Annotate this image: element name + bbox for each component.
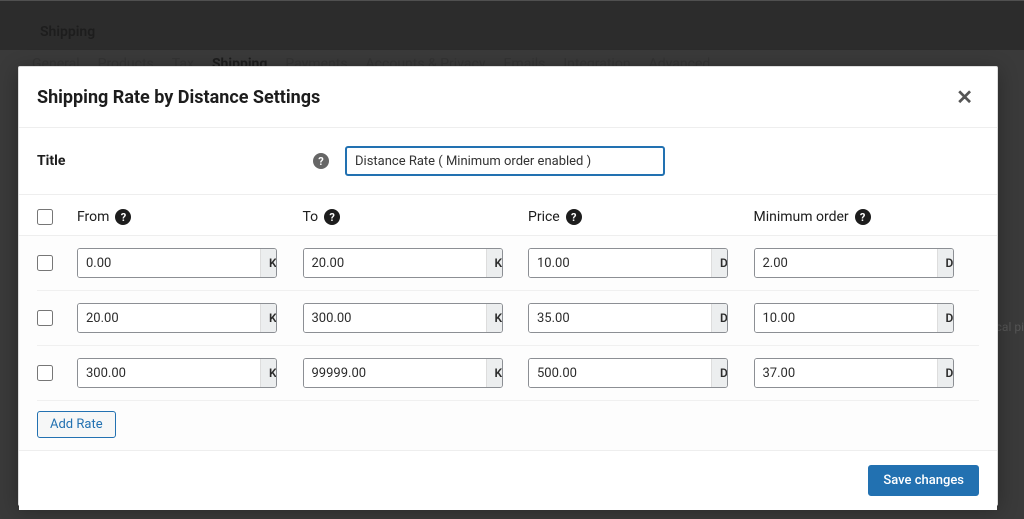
- unit-label: KM: [260, 359, 277, 387]
- unit-label: DKK: [711, 249, 728, 277]
- to-input[interactable]: KM: [303, 358, 503, 388]
- add-rate-button[interactable]: Add Rate: [37, 411, 116, 438]
- bg-cut-text: cal pi: [996, 320, 1024, 334]
- min-order-input[interactable]: DKK: [754, 303, 954, 333]
- row-checkbox[interactable]: [37, 255, 53, 271]
- table-row: KM KM DKK DKK: [37, 346, 979, 401]
- unit-label: KM: [486, 304, 503, 332]
- min-order-input[interactable]: DKK: [754, 358, 954, 388]
- unit-label: DKK: [937, 359, 954, 387]
- help-icon[interactable]: ?: [324, 209, 340, 225]
- table-row: KM KM DKK DKK: [37, 291, 979, 346]
- from-input[interactable]: KM: [77, 303, 277, 333]
- title-field-row: Title ?: [19, 128, 997, 195]
- col-price: Price?: [528, 209, 754, 225]
- to-input[interactable]: KM: [303, 248, 503, 278]
- col-to: To?: [303, 209, 529, 225]
- unit-label: KM: [260, 304, 277, 332]
- modal-header: Shipping Rate by Distance Settings ✕: [19, 67, 997, 128]
- unit-label: DKK: [937, 304, 954, 332]
- col-min-order: Minimum order?: [754, 209, 980, 225]
- price-input[interactable]: DKK: [528, 303, 728, 333]
- help-icon[interactable]: ?: [855, 209, 871, 225]
- row-checkbox[interactable]: [37, 310, 53, 326]
- from-input[interactable]: KM: [77, 358, 277, 388]
- unit-label: KM: [486, 359, 503, 387]
- select-all-checkbox[interactable]: [37, 209, 53, 225]
- price-input[interactable]: DKK: [528, 358, 728, 388]
- unit-label: KM: [260, 249, 277, 277]
- modal-title: Shipping Rate by Distance Settings: [37, 87, 320, 108]
- title-input[interactable]: [345, 146, 665, 176]
- row-checkbox[interactable]: [37, 365, 53, 381]
- unit-label: DKK: [711, 359, 728, 387]
- settings-modal: Shipping Rate by Distance Settings ✕ Tit…: [18, 66, 998, 506]
- min-order-input[interactable]: DKK: [754, 248, 954, 278]
- table-row: KM KM DKK DKK: [37, 236, 979, 291]
- unit-label: DKK: [711, 304, 728, 332]
- title-label: Title: [37, 153, 297, 169]
- breadcrumb: Shipping: [40, 24, 95, 40]
- add-rate-row: Add Rate: [37, 401, 979, 438]
- from-input[interactable]: KM: [77, 248, 277, 278]
- rates-table: From? To? Price? Minimum order? KM KM DK…: [19, 195, 997, 450]
- modal-footer: Save changes: [19, 450, 997, 510]
- close-icon[interactable]: ✕: [956, 85, 973, 109]
- bg-header-bar: [0, 0, 1024, 50]
- unit-label: DKK: [937, 249, 954, 277]
- unit-label: KM: [486, 249, 503, 277]
- help-icon[interactable]: ?: [115, 209, 131, 225]
- help-icon[interactable]: ?: [313, 153, 329, 169]
- save-button[interactable]: Save changes: [868, 465, 979, 496]
- help-icon[interactable]: ?: [566, 209, 582, 225]
- table-header: From? To? Price? Minimum order?: [19, 195, 997, 236]
- to-input[interactable]: KM: [303, 303, 503, 333]
- price-input[interactable]: DKK: [528, 248, 728, 278]
- col-from: From?: [77, 209, 303, 225]
